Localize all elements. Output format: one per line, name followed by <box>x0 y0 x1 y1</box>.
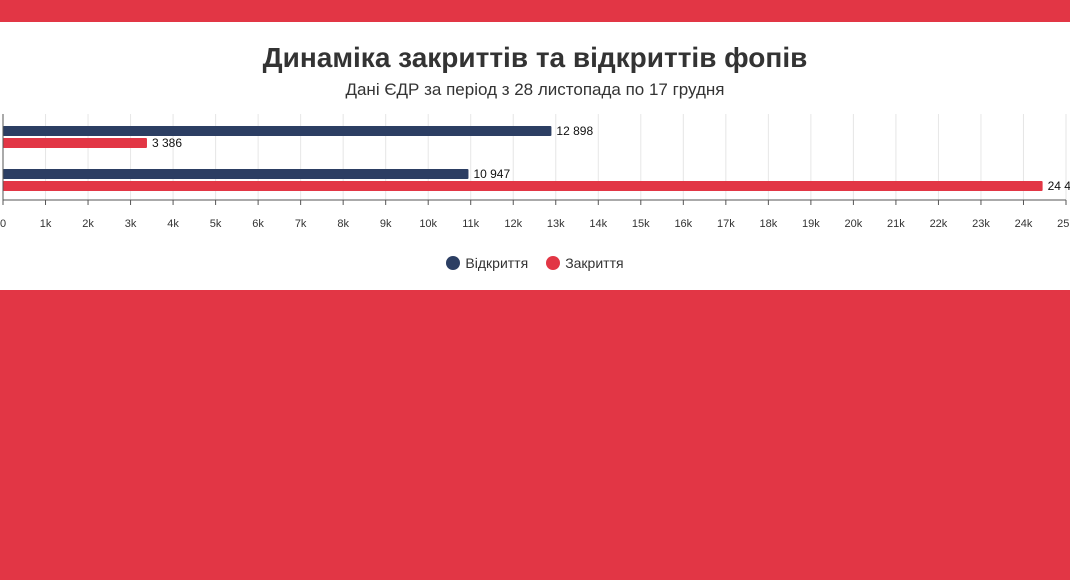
legend-label-closings: Закриття <box>565 255 624 271</box>
x-tick-label: 22k <box>930 218 948 230</box>
legend-item-openings[interactable]: Відкриття <box>446 255 528 271</box>
x-axis: 0 1k 2k 3k 4k 5k 6k 7k 8k 9k 10k 11k 12k 13k 14k 15k 16k… <box>0 114 1070 230</box>
x-tick-label: 20k <box>845 218 863 230</box>
legend-label-openings: Відкриття <box>465 255 529 271</box>
bars: 12 898 10 947 3 386 24 450 <box>3 124 1070 193</box>
bar-value-label: 24 450 <box>1048 179 1070 193</box>
x-tick-label: 21k <box>887 218 905 230</box>
chart-title: Динаміка закриттів та відкриттів фопів <box>262 42 808 73</box>
legend: Відкриття Закриття <box>0 255 1070 271</box>
bar-openings-2 <box>3 169 469 179</box>
x-tick-label: 0 <box>0 218 6 230</box>
x-tick-label: 14k <box>589 218 607 230</box>
x-tick-label: 24k <box>1015 218 1033 230</box>
x-tick-label: 17k <box>717 218 735 230</box>
bar-closings-2 <box>3 181 1043 191</box>
bar-closings-1 <box>3 138 147 148</box>
x-tick-label: 6k <box>252 218 264 230</box>
bar-chart-plot: 12 898 10 947 3 386 24 450 0 1k 2k 3k 4k 5k 6k 7k 8… <box>0 114 1070 230</box>
x-tick-label: 10k <box>419 218 437 230</box>
x-tick-label: 5k <box>210 218 222 230</box>
chart-card: Динаміка закриттів та відкриттів фопів Д… <box>0 22 1070 290</box>
x-tick-label: 19k <box>802 218 820 230</box>
x-tick-label: 23k <box>972 218 990 230</box>
x-tick-label: 9k <box>380 218 392 230</box>
x-tick-label: 25k <box>1057 218 1070 230</box>
chart-subtitle: Дані ЄДР за період з 28 листопада по 17 … <box>345 80 725 99</box>
x-tick-label: 18k <box>759 218 777 230</box>
bar-value-label: 3 386 <box>152 136 182 150</box>
x-tick-label: 13k <box>547 218 565 230</box>
x-tick-label: 11k <box>462 218 479 230</box>
x-tick-label: 2k <box>82 218 94 230</box>
x-tick-label: 8k <box>337 218 349 230</box>
legend-item-closings[interactable]: Закриття <box>546 255 624 271</box>
x-tick-label: 4k <box>167 218 179 230</box>
legend-dot-openings <box>446 256 461 270</box>
bar-value-label: 12 898 <box>556 124 593 138</box>
x-tick-label: 7k <box>295 218 307 230</box>
bar-openings-1 <box>3 126 552 136</box>
x-tick-label: 15k <box>632 218 650 230</box>
x-tick-label: 12k <box>504 218 522 230</box>
legend-dot-closings <box>546 256 561 270</box>
x-tick-label: 3k <box>125 218 137 230</box>
bar-value-label: 10 947 <box>473 167 510 181</box>
x-tick-label: 1k <box>40 218 52 230</box>
x-tick-label: 16k <box>674 218 692 230</box>
